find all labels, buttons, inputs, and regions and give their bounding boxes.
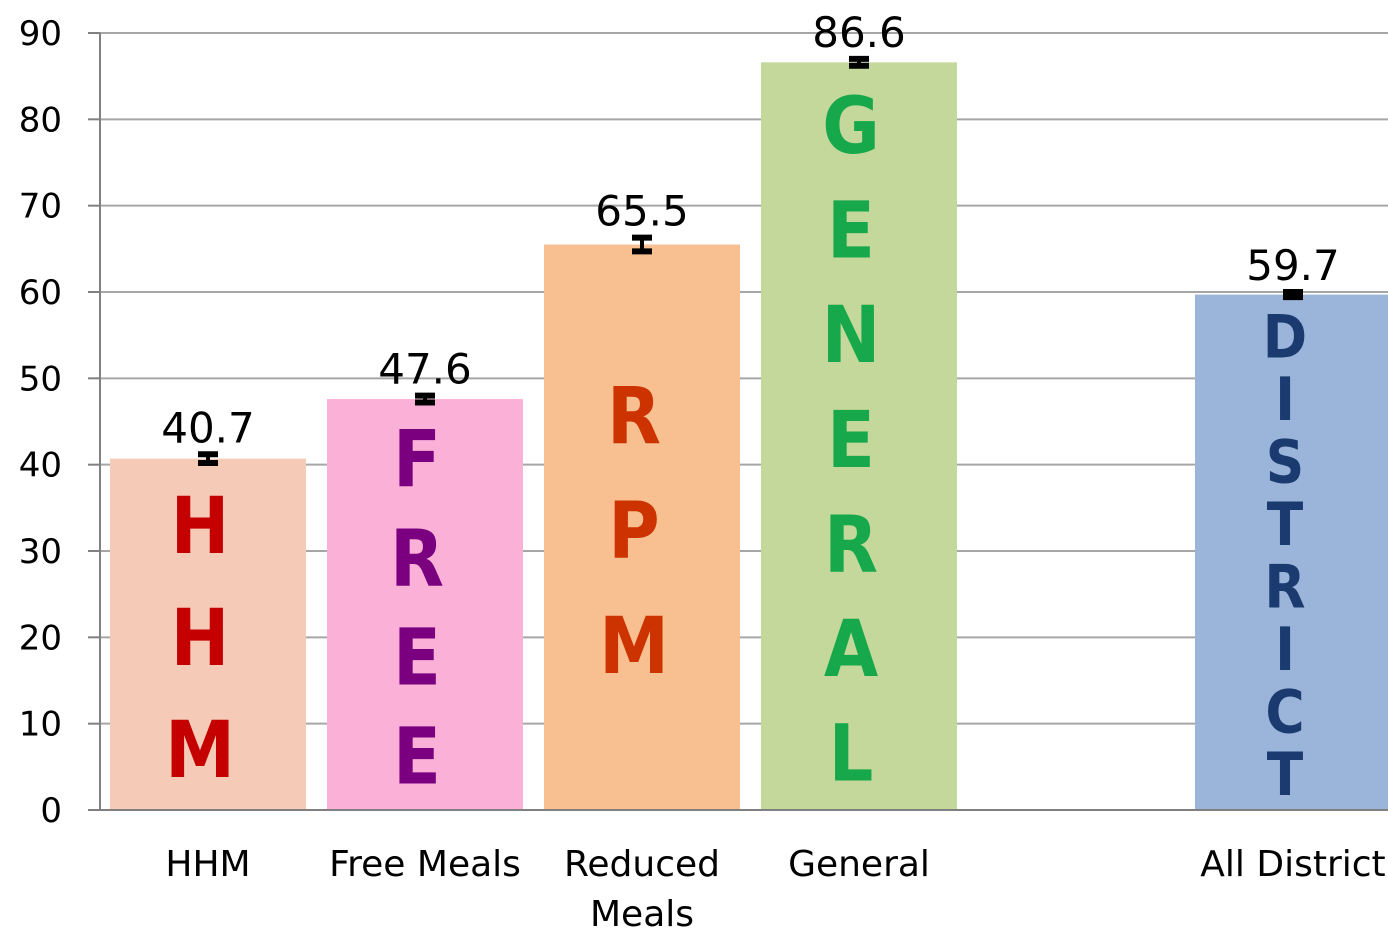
bar-inner-letter: T [1267, 491, 1304, 560]
bar-inner-letter: F [393, 416, 441, 506]
x-tick-label-line: All District [1200, 844, 1385, 885]
y-tick-label: 50 [19, 359, 62, 399]
bar [1195, 294, 1388, 811]
x-tick-label: Free Meals [329, 844, 521, 885]
x-tick-label: HHM [165, 844, 250, 885]
bar-inner-letter: D [1263, 303, 1307, 372]
y-axis-ticks: 0 10 20 30 40 50 60 70 80 90 [19, 14, 62, 831]
bar-inner-letter: P [608, 487, 659, 577]
bar-inner-letter: H [171, 482, 230, 572]
x-tick-label: General [788, 844, 930, 885]
bar-inner-letter: H [171, 594, 230, 684]
bar [544, 244, 740, 810]
y-tick-label: 20 [19, 618, 62, 658]
data-label: 47.6 [378, 345, 472, 394]
bar-inner-letter: E [827, 396, 875, 486]
bar-inner-letter: G [822, 82, 880, 172]
y-tick-label: 0 [40, 791, 62, 831]
axes [88, 32, 1388, 811]
data-label: 40.7 [161, 403, 255, 452]
x-tick-label: Reduced Meals [564, 844, 720, 930]
y-tick-label: 40 [19, 446, 62, 486]
y-tick-label: 60 [19, 273, 62, 313]
bar-inner-letter: R [607, 372, 661, 462]
x-tick-label-line: Free Meals [329, 844, 521, 885]
bar [110, 458, 306, 810]
bar-inner-letter: S [1266, 428, 1305, 497]
bar-inner-letter: M [599, 602, 669, 692]
bar-inner-letter: R [1264, 553, 1305, 622]
bar-inner-letter: I [1275, 366, 1295, 435]
bar-inner-letter: C [1265, 679, 1304, 748]
x-axis-labels: HHM Free Meals Reduced Meals General All Dist… [165, 844, 1385, 930]
bar [761, 62, 957, 810]
bar-inner-letter: N [822, 291, 881, 381]
bar-inner-letter: E [393, 713, 441, 803]
bar-inner-letter: I [1275, 616, 1295, 685]
bar-inner-letter: A [824, 605, 878, 695]
bars: 40.7H H M47.6F R E E65.5R P M86.6G E N E R A L59.7D I S… [110, 8, 1388, 810]
x-tick-label-line: Reduced [564, 844, 720, 885]
bar-inner-letter: L [829, 710, 874, 800]
gridlines [100, 32, 1388, 725]
y-tick-label: 80 [19, 100, 62, 140]
bar-inner-letter: R [824, 500, 878, 590]
bar-inner-letter: E [393, 614, 441, 704]
y-tick-label: 70 [19, 187, 62, 227]
data-label: 65.5 [595, 187, 689, 236]
x-tick-label-line: General [788, 844, 930, 885]
data-label: 86.6 [812, 8, 906, 57]
bar-inner-letter: E [827, 186, 875, 276]
bar-inner-letter: T [1267, 741, 1304, 810]
y-tick-label: 30 [19, 532, 62, 572]
bar-inner-letter: M [165, 706, 235, 796]
x-tick-label-line: Meals [590, 894, 694, 930]
bar [327, 399, 523, 810]
data-label: 59.7 [1246, 241, 1340, 290]
y-tick-label: 90 [19, 14, 62, 54]
bar-inner-letter: R [390, 515, 444, 605]
y-tick-label: 10 [19, 705, 62, 745]
x-tick-label: All District [1200, 844, 1385, 885]
x-tick-label-line: HHM [165, 844, 250, 885]
